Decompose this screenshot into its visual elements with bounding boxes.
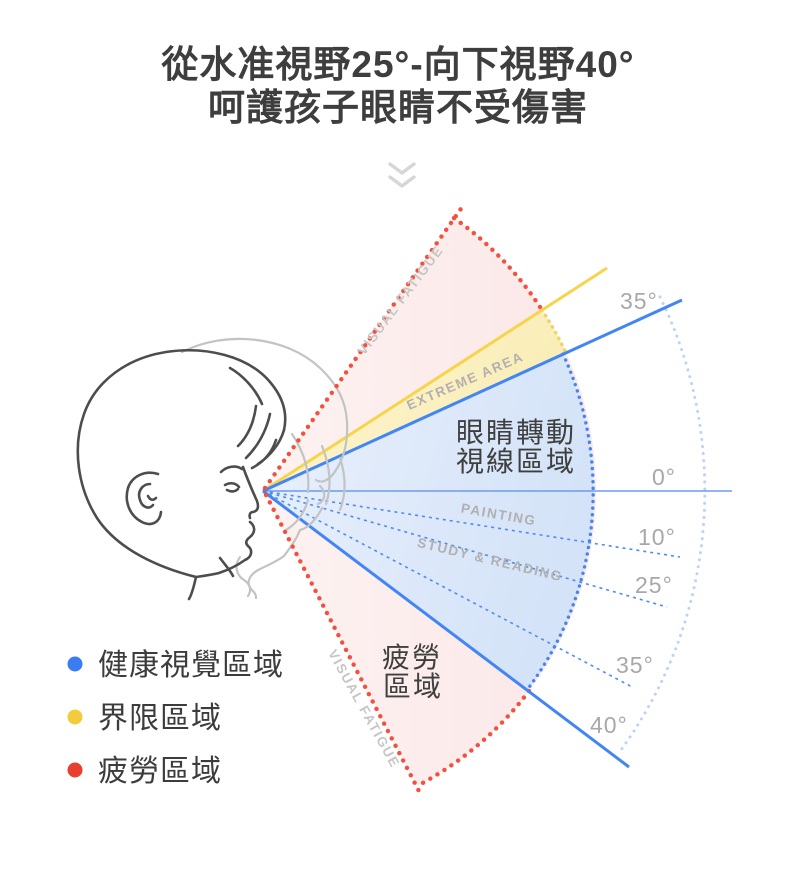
fatigue-arc-top [451, 215, 545, 313]
fatigue-lower-edge-dotted [263, 492, 425, 800]
angle-label-35: 35° [616, 652, 654, 678]
legend-label-boundary: 界限區域 [98, 702, 222, 735]
child-head-drawing [76, 349, 287, 601]
angle-label-25: 25° [635, 572, 673, 598]
legend-dot-fatigue [67, 762, 83, 778]
eye-rotation-zone-label-line2: 視線區域 [456, 446, 576, 477]
eye-rotation-zone-label-line1: 眼睛轉動 [456, 417, 576, 448]
legend-dot-boundary [67, 709, 83, 725]
fatigue-zone-caption-line1: 疲勞 [382, 642, 442, 673]
healthy-arc [525, 352, 595, 692]
fatigue-arc-bottom [414, 688, 532, 789]
angle-label-10: 10° [638, 524, 676, 550]
healthy-sector-fill [263, 354, 594, 690]
page-title-line1: 從水准視野25°-向下視野40° [160, 44, 634, 85]
outer-reference-arc [616, 295, 707, 756]
chevron-down-icon [388, 162, 416, 188]
ray-10deg-dotted [262, 490, 681, 558]
fatigue-zone-caption-line2: 區域 [383, 671, 443, 702]
healthy-upper-line [262, 298, 683, 493]
legend-dot-healthy [67, 656, 83, 672]
angle-label-top-35: 35° [620, 288, 658, 314]
legend: 健康視覺區域 界限區域 疲勞區域 [67, 649, 284, 788]
ray-35deg-dotted [262, 490, 635, 689]
ghost-head-sketch [180, 337, 349, 600]
ray-25deg-dotted [262, 490, 668, 608]
legend-label-healthy: 健康視覺區域 [98, 649, 284, 682]
angle-label-0: 0° [652, 464, 676, 490]
boundary-sector-fill [263, 310, 566, 491]
healthy-lower-line [262, 489, 630, 769]
boundary-upper-line [262, 266, 608, 493]
fatigue-upper-edge-dotted [262, 200, 468, 491]
legend-label-fatigue: 疲勞區域 [98, 755, 222, 788]
angle-label-40: 40° [590, 712, 628, 738]
page-title-line2: 呵護孩子眼睛不受傷害 [208, 87, 588, 128]
